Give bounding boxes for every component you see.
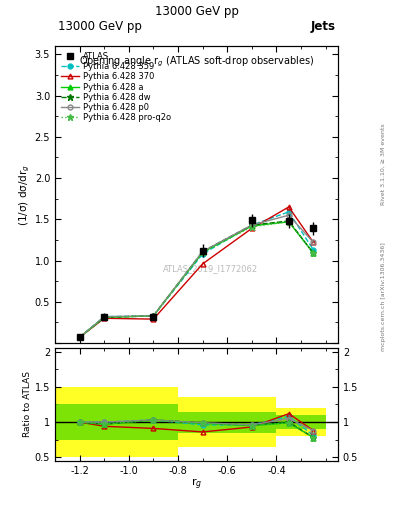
Pythia 6.428 370 bbox=[286, 204, 291, 210]
Pythia 6.428 370 bbox=[200, 261, 205, 267]
Text: ATLAS_2019_I1772062: ATLAS_2019_I1772062 bbox=[163, 264, 258, 273]
Pythia 6.428 a bbox=[286, 219, 291, 225]
Pythia 6.428 p0 bbox=[151, 313, 156, 319]
Pythia 6.428 370 bbox=[77, 334, 82, 340]
Pythia 6.428 pro-q2o bbox=[151, 313, 156, 319]
Pythia 6.428 a bbox=[200, 249, 205, 255]
Pythia 6.428 pro-q2o bbox=[311, 250, 316, 256]
Text: Jets: Jets bbox=[310, 20, 335, 33]
Pythia 6.428 a bbox=[311, 250, 316, 256]
Line: Pythia 6.428 dw: Pythia 6.428 dw bbox=[77, 218, 316, 340]
Text: 13000 GeV pp: 13000 GeV pp bbox=[154, 5, 239, 18]
Pythia 6.428 359 bbox=[250, 222, 254, 228]
Pythia 6.428 dw bbox=[102, 314, 107, 321]
Pythia 6.428 p0 bbox=[77, 334, 82, 340]
Pythia 6.428 pro-q2o bbox=[286, 219, 291, 225]
Line: Pythia 6.428 a: Pythia 6.428 a bbox=[77, 219, 316, 339]
Pythia 6.428 370 bbox=[311, 239, 316, 245]
Line: Pythia 6.428 p0: Pythia 6.428 p0 bbox=[77, 213, 316, 339]
X-axis label: r$_g$: r$_g$ bbox=[191, 477, 202, 493]
Y-axis label: (1/σ) dσ/dr$_g$: (1/σ) dσ/dr$_g$ bbox=[17, 163, 32, 226]
Pythia 6.428 359 bbox=[102, 313, 107, 319]
Pythia 6.428 dw bbox=[200, 248, 205, 254]
Line: Pythia 6.428 pro-q2o: Pythia 6.428 pro-q2o bbox=[77, 219, 316, 340]
Pythia 6.428 370 bbox=[102, 315, 107, 322]
Pythia 6.428 a bbox=[151, 313, 156, 319]
Pythia 6.428 359 bbox=[151, 313, 156, 319]
Text: Rivet 3.1.10, ≥ 3M events: Rivet 3.1.10, ≥ 3M events bbox=[381, 123, 386, 205]
Text: Opening angle r$_g$ (ATLAS soft-drop observables): Opening angle r$_g$ (ATLAS soft-drop obs… bbox=[79, 55, 314, 70]
Pythia 6.428 p0 bbox=[250, 222, 254, 228]
Pythia 6.428 a bbox=[102, 314, 107, 321]
Pythia 6.428 pro-q2o bbox=[200, 249, 205, 255]
Pythia 6.428 dw bbox=[250, 222, 254, 228]
Pythia 6.428 dw bbox=[151, 313, 156, 319]
Pythia 6.428 370 bbox=[151, 316, 156, 322]
Pythia 6.428 359 bbox=[200, 251, 205, 257]
Pythia 6.428 pro-q2o bbox=[77, 334, 82, 340]
Pythia 6.428 p0 bbox=[286, 212, 291, 218]
Legend: ATLAS, Pythia 6.428 359, Pythia 6.428 370, Pythia 6.428 a, Pythia 6.428 dw, Pyth: ATLAS, Pythia 6.428 359, Pythia 6.428 37… bbox=[59, 50, 173, 124]
Pythia 6.428 pro-q2o bbox=[102, 314, 107, 321]
Pythia 6.428 dw bbox=[311, 250, 316, 256]
Pythia 6.428 a bbox=[250, 223, 254, 229]
Pythia 6.428 pro-q2o bbox=[250, 224, 254, 230]
Pythia 6.428 359 bbox=[77, 334, 82, 340]
Pythia 6.428 p0 bbox=[200, 248, 205, 254]
Pythia 6.428 p0 bbox=[102, 313, 107, 319]
Pythia 6.428 dw bbox=[77, 334, 82, 340]
Pythia 6.428 359 bbox=[311, 247, 316, 253]
Y-axis label: Ratio to ATLAS: Ratio to ATLAS bbox=[23, 372, 32, 437]
Line: Pythia 6.428 370: Pythia 6.428 370 bbox=[77, 204, 316, 339]
Pythia 6.428 a bbox=[77, 334, 82, 340]
Pythia 6.428 359 bbox=[286, 209, 291, 215]
Line: Pythia 6.428 359: Pythia 6.428 359 bbox=[77, 209, 316, 339]
Text: mcplots.cern.ch [arXiv:1306.3436]: mcplots.cern.ch [arXiv:1306.3436] bbox=[381, 243, 386, 351]
Text: 13000 GeV pp: 13000 GeV pp bbox=[58, 20, 142, 33]
Pythia 6.428 dw bbox=[286, 218, 291, 224]
Pythia 6.428 370 bbox=[250, 225, 254, 231]
Pythia 6.428 p0 bbox=[311, 239, 316, 245]
